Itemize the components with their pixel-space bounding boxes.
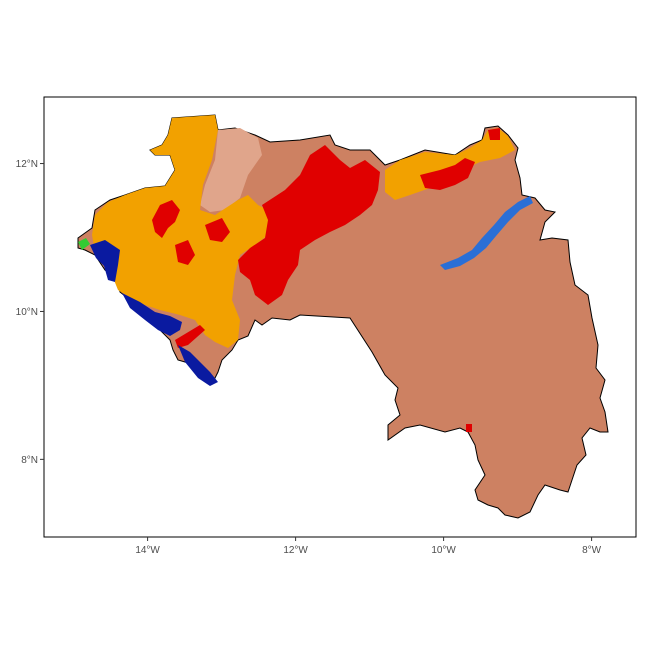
map-layers — [77, 114, 609, 519]
red-zone-west-1 — [152, 200, 180, 238]
orange-zone-west — [92, 115, 272, 348]
y-tick-label: 8°N — [21, 455, 38, 466]
x-tick-label: 10°W — [431, 545, 456, 556]
red-zone-coast — [175, 325, 205, 348]
x-tick-label: 14°W — [135, 545, 160, 556]
y-tick-label: 10°N — [16, 307, 38, 318]
y-axis: 12°N 10°N 8°N — [16, 159, 44, 466]
navy-coastal-north — [90, 240, 120, 282]
red-zone-northeast-2 — [488, 128, 500, 140]
navy-coastal-middle — [122, 293, 182, 336]
y-tick-label: 12°N — [16, 159, 38, 170]
light-brown-zone — [200, 128, 262, 212]
navy-coastal-south — [178, 345, 218, 386]
red-zone-central — [238, 145, 380, 305]
red-zone-west-2 — [175, 240, 195, 265]
x-axis: 14°W 12°W 10°W 8°W — [135, 537, 602, 556]
x-tick-label: 8°W — [582, 545, 602, 556]
green-patch — [78, 238, 90, 250]
red-zone-south — [466, 424, 472, 432]
red-zone-west-3 — [205, 218, 230, 242]
red-zone-northeast-1 — [420, 158, 475, 190]
blue-water-body — [440, 196, 533, 270]
orange-zone-northeast — [385, 128, 515, 200]
plot-frame — [43, 96, 637, 538]
x-tick-label: 12°W — [283, 545, 308, 556]
